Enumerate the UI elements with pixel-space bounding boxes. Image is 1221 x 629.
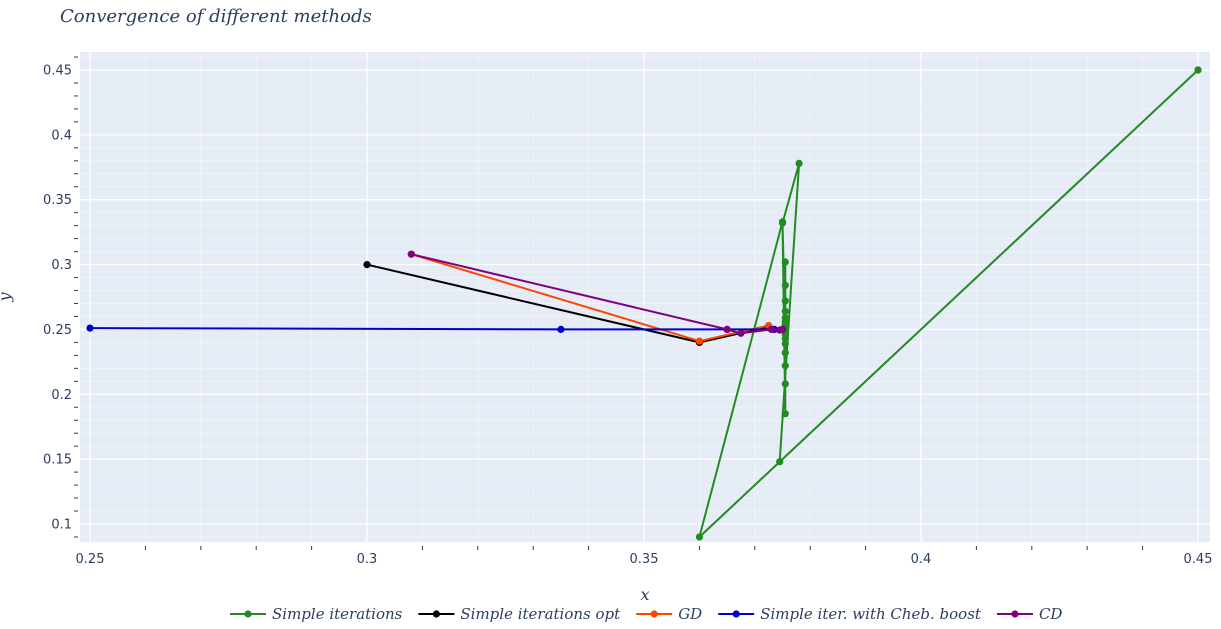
x-tick-label: 0.45 bbox=[1184, 552, 1213, 567]
chart-title: Convergence of different methods bbox=[60, 6, 372, 27]
legend-item[interactable]: Simple iter. with Cheb. boost bbox=[718, 605, 982, 623]
y-tick-label: 0.2 bbox=[51, 388, 72, 403]
data-point bbox=[778, 325, 787, 333]
legend-swatch-marker bbox=[1011, 610, 1019, 618]
legend-item[interactable]: GD bbox=[636, 605, 702, 623]
data-point bbox=[776, 458, 784, 466]
legend-swatch-marker bbox=[650, 610, 658, 618]
legend-item[interactable]: CD bbox=[996, 605, 1063, 623]
series-layer bbox=[86, 66, 1202, 541]
data-point bbox=[86, 324, 94, 332]
data-point bbox=[695, 337, 704, 345]
y-tick-label: 0.45 bbox=[43, 64, 72, 79]
data-point bbox=[407, 250, 415, 258]
y-tick-label: 0.25 bbox=[43, 323, 72, 338]
data-point bbox=[781, 297, 789, 305]
data-point bbox=[557, 325, 565, 333]
data-point bbox=[781, 362, 789, 370]
data-point bbox=[695, 533, 704, 541]
data-point bbox=[781, 349, 789, 357]
data-point bbox=[723, 325, 731, 333]
y-tick-label: 0.4 bbox=[51, 128, 72, 143]
data-point bbox=[781, 258, 789, 266]
y-tick-label: 0.35 bbox=[43, 193, 72, 208]
axis-ticks: 0.25 0.3 0.35 0.4 0.45 0.1 0.15 0.2 0.25 0.3 0.35 0… bbox=[43, 56, 1213, 567]
y-tick-label: 0.15 bbox=[43, 453, 72, 468]
data-point bbox=[737, 329, 745, 337]
legend-label: CD bbox=[1039, 605, 1063, 623]
legend-label: GD bbox=[678, 605, 702, 623]
data-point bbox=[781, 340, 789, 348]
grid-lines bbox=[80, 52, 1210, 542]
data-point bbox=[795, 159, 803, 167]
data-point bbox=[781, 380, 789, 388]
data-point bbox=[767, 325, 776, 333]
y-tick-label: 0.3 bbox=[51, 258, 72, 273]
legend-swatch-marker bbox=[732, 610, 740, 618]
legend-label: Simple iterations opt bbox=[460, 605, 621, 623]
data-point bbox=[781, 281, 789, 289]
legend-item[interactable]: Simple iterations bbox=[230, 605, 403, 623]
data-point bbox=[363, 261, 371, 269]
legend-item[interactable]: Simple iterations opt bbox=[418, 605, 621, 623]
x-tick-label: 0.35 bbox=[630, 552, 659, 567]
data-point bbox=[781, 410, 789, 418]
x-tick-label: 0.4 bbox=[911, 552, 932, 567]
data-point bbox=[781, 307, 789, 315]
legend-label: Simple iter. with Cheb. boost bbox=[760, 605, 982, 623]
data-point bbox=[1194, 66, 1202, 74]
legend-swatch-marker bbox=[244, 610, 252, 618]
plot-area bbox=[80, 52, 1210, 542]
x-tick-label: 0.25 bbox=[76, 552, 105, 567]
series-4 bbox=[407, 250, 787, 337]
legend: Simple iterations Simple iterations opt GD… bbox=[230, 605, 1062, 623]
data-point bbox=[778, 219, 787, 227]
y-axis-title: y bbox=[0, 292, 14, 303]
legend-swatch-marker bbox=[432, 610, 440, 618]
legend-label: Simple iterations bbox=[272, 605, 403, 623]
x-axis-title: x bbox=[640, 585, 649, 604]
x-tick-label: 0.3 bbox=[357, 552, 378, 567]
y-tick-label: 0.1 bbox=[51, 518, 72, 533]
